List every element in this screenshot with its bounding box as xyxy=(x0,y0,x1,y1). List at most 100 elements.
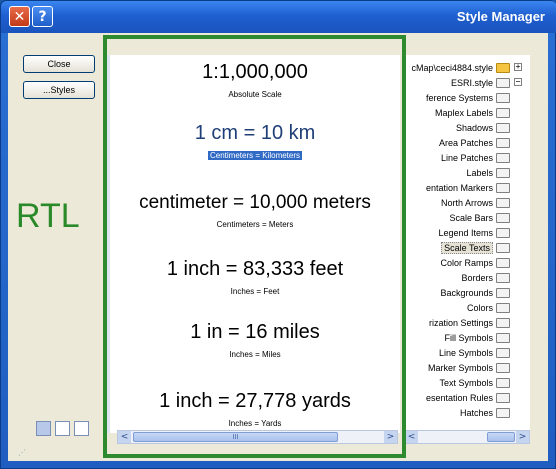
tree-item[interactable]: Area Patches xyxy=(439,135,510,150)
tree-item[interactable]: Maplex Labels xyxy=(435,105,510,120)
tree-item[interactable]: Scale Bars xyxy=(449,210,510,225)
tree-item-label: Area Patches xyxy=(438,137,493,148)
tree-item[interactable]: Borders xyxy=(461,270,510,285)
tree-item-label: Scale Texts xyxy=(441,241,493,254)
tree-item[interactable]: cMap\ceci4884.style xyxy=(411,60,510,75)
scroll-thumb[interactable] xyxy=(487,432,515,442)
folder-icon xyxy=(496,227,510,238)
sample-text: 1 in = 16 miles xyxy=(190,321,320,343)
tree-item[interactable]: Backgrounds xyxy=(440,285,510,300)
highlight-annotation-box xyxy=(103,35,406,458)
sample-caption: Absolute Scale xyxy=(228,90,282,99)
scroll-right-arrow-icon[interactable]: > xyxy=(516,431,529,443)
tree-item[interactable]: Marker Symbols xyxy=(428,360,510,375)
sample-item[interactable]: 1 in = 16 miles Inches = Miles xyxy=(110,321,400,362)
scroll-left-arrow-icon[interactable]: < xyxy=(118,431,131,443)
tree-item-label: rization Settings xyxy=(428,317,493,328)
scroll-thumb[interactable]: III xyxy=(133,432,338,442)
tree-item-label: ESRI.style xyxy=(450,77,493,88)
folder-icon xyxy=(496,272,510,283)
folder-icon xyxy=(496,137,510,148)
tree-item[interactable]: Shadows xyxy=(456,120,510,135)
folder-icon xyxy=(496,92,510,103)
resize-grip-icon[interactable]: ⋰ xyxy=(18,448,26,457)
tree-item[interactable]: Line Patches xyxy=(441,150,510,165)
sample-item[interactable]: centimeter = 10,000 meters Centimeters =… xyxy=(110,192,400,232)
title-bar[interactable]: ✕ ? Style Manager xyxy=(1,1,556,33)
tree-item-label: Labels xyxy=(466,167,493,178)
tree-horizontal-scrollbar[interactable]: < > xyxy=(404,430,530,444)
sample-item[interactable]: 1 inch = 83,333 feet Inches = Feet xyxy=(110,258,400,299)
tree-item[interactable]: North Arrows xyxy=(441,195,510,210)
list-view-icon[interactable] xyxy=(55,421,70,436)
left-scroll-strip[interactable] xyxy=(104,55,110,433)
scroll-right-arrow-icon[interactable]: > xyxy=(384,431,397,443)
tree-item[interactable]: Labels xyxy=(466,165,510,180)
folder-icon xyxy=(496,62,510,73)
rtl-annotation: RTL xyxy=(16,197,80,235)
tree-item-label: Legend Items xyxy=(438,227,493,238)
tree-item[interactable]: rization Settings xyxy=(429,315,510,330)
tree-item-label: Marker Symbols xyxy=(427,362,493,373)
tree-item-label: Backgrounds xyxy=(440,287,493,298)
folder-icon xyxy=(496,167,510,178)
folder-icon xyxy=(496,152,510,163)
details-view-icon[interactable] xyxy=(74,421,89,436)
expander-icon[interactable]: + xyxy=(514,62,522,71)
large-icons-view-icon[interactable] xyxy=(36,421,51,436)
tree-item-label: Shadows xyxy=(455,122,493,133)
tree-item[interactable]: ESRI.style xyxy=(451,75,510,90)
folder-icon xyxy=(496,392,510,403)
tree-item-label: Maplex Labels xyxy=(434,107,493,118)
tree-item[interactable]: ference Systems xyxy=(426,90,510,105)
sample-caption: Inches = Miles xyxy=(229,350,281,359)
close-window-icon[interactable]: ✕ xyxy=(9,6,30,27)
tree-item-label: esentation Rules xyxy=(425,392,493,403)
tree-item[interactable]: esentation Rules xyxy=(426,390,510,405)
sample-caption: Centimeters = Kilometers xyxy=(207,151,303,160)
tree-item[interactable]: Fill Symbols xyxy=(444,330,510,345)
sample-item-selected[interactable]: 1 cm = 10 km Centimeters = Kilometers xyxy=(110,122,400,163)
scale-text-preview[interactable]: 1:1,000,000 Absolute Scale 1 cm = 10 km … xyxy=(110,55,400,433)
tree-item[interactable]: Legend Items xyxy=(438,225,510,240)
preview-horizontal-scrollbar[interactable]: < III > xyxy=(117,430,398,444)
tree-item-label: Borders xyxy=(461,272,493,283)
folder-icon xyxy=(496,347,510,358)
help-icon[interactable]: ? xyxy=(32,6,53,27)
tree-item[interactable]: Hatches xyxy=(460,405,510,420)
tree-item[interactable]: Scale Texts xyxy=(441,240,510,255)
tree-item-label: Color Ramps xyxy=(440,257,493,268)
sample-text: 1 inch = 27,778 yards xyxy=(159,390,351,412)
folder-icon xyxy=(496,242,510,253)
tree-item-label: cMap\ceci4884.style xyxy=(411,62,493,73)
tree-item[interactable]: Line Symbols xyxy=(439,345,510,360)
sample-caption: Inches = Feet xyxy=(230,287,280,296)
sample-item[interactable]: 1 inch = 27,778 yards Inches = Yards xyxy=(110,390,400,431)
window-title: Style Manager xyxy=(456,9,545,24)
style-tree[interactable]: cMap\ceci4884.style + ESRI.style − ference S… xyxy=(404,55,530,430)
sample-text: 1 cm = 10 km xyxy=(194,122,316,144)
tree-item-label: Hatches xyxy=(459,407,493,418)
tree-item-label: North Arrows xyxy=(440,197,493,208)
folder-icon xyxy=(496,302,510,313)
sample-caption: Centimeters = Meters xyxy=(216,220,294,229)
folder-icon xyxy=(496,287,510,298)
folder-icon xyxy=(496,362,510,373)
sample-text: 1:1,000,000 xyxy=(202,61,308,83)
styles-button[interactable]: ...Styles xyxy=(23,81,95,99)
tree-item-label: Scale Bars xyxy=(449,212,493,223)
expander-icon[interactable]: − xyxy=(514,77,522,86)
folder-icon xyxy=(496,197,510,208)
close-button[interactable]: Close xyxy=(23,55,95,73)
tree-item-label: Colors xyxy=(466,302,493,313)
tree-item[interactable]: Text Symbols xyxy=(439,375,510,390)
folder-icon xyxy=(496,257,510,268)
folder-icon xyxy=(496,212,510,223)
tree-item[interactable]: Colors xyxy=(467,300,510,315)
scroll-left-arrow-icon[interactable]: < xyxy=(405,431,418,443)
sample-item[interactable]: 1:1,000,000 Absolute Scale xyxy=(110,61,400,102)
tree-item[interactable]: Color Ramps xyxy=(440,255,510,270)
tree-item-label: Fill Symbols xyxy=(444,332,493,343)
folder-icon xyxy=(496,377,510,388)
tree-item[interactable]: entation Markers xyxy=(426,180,510,195)
